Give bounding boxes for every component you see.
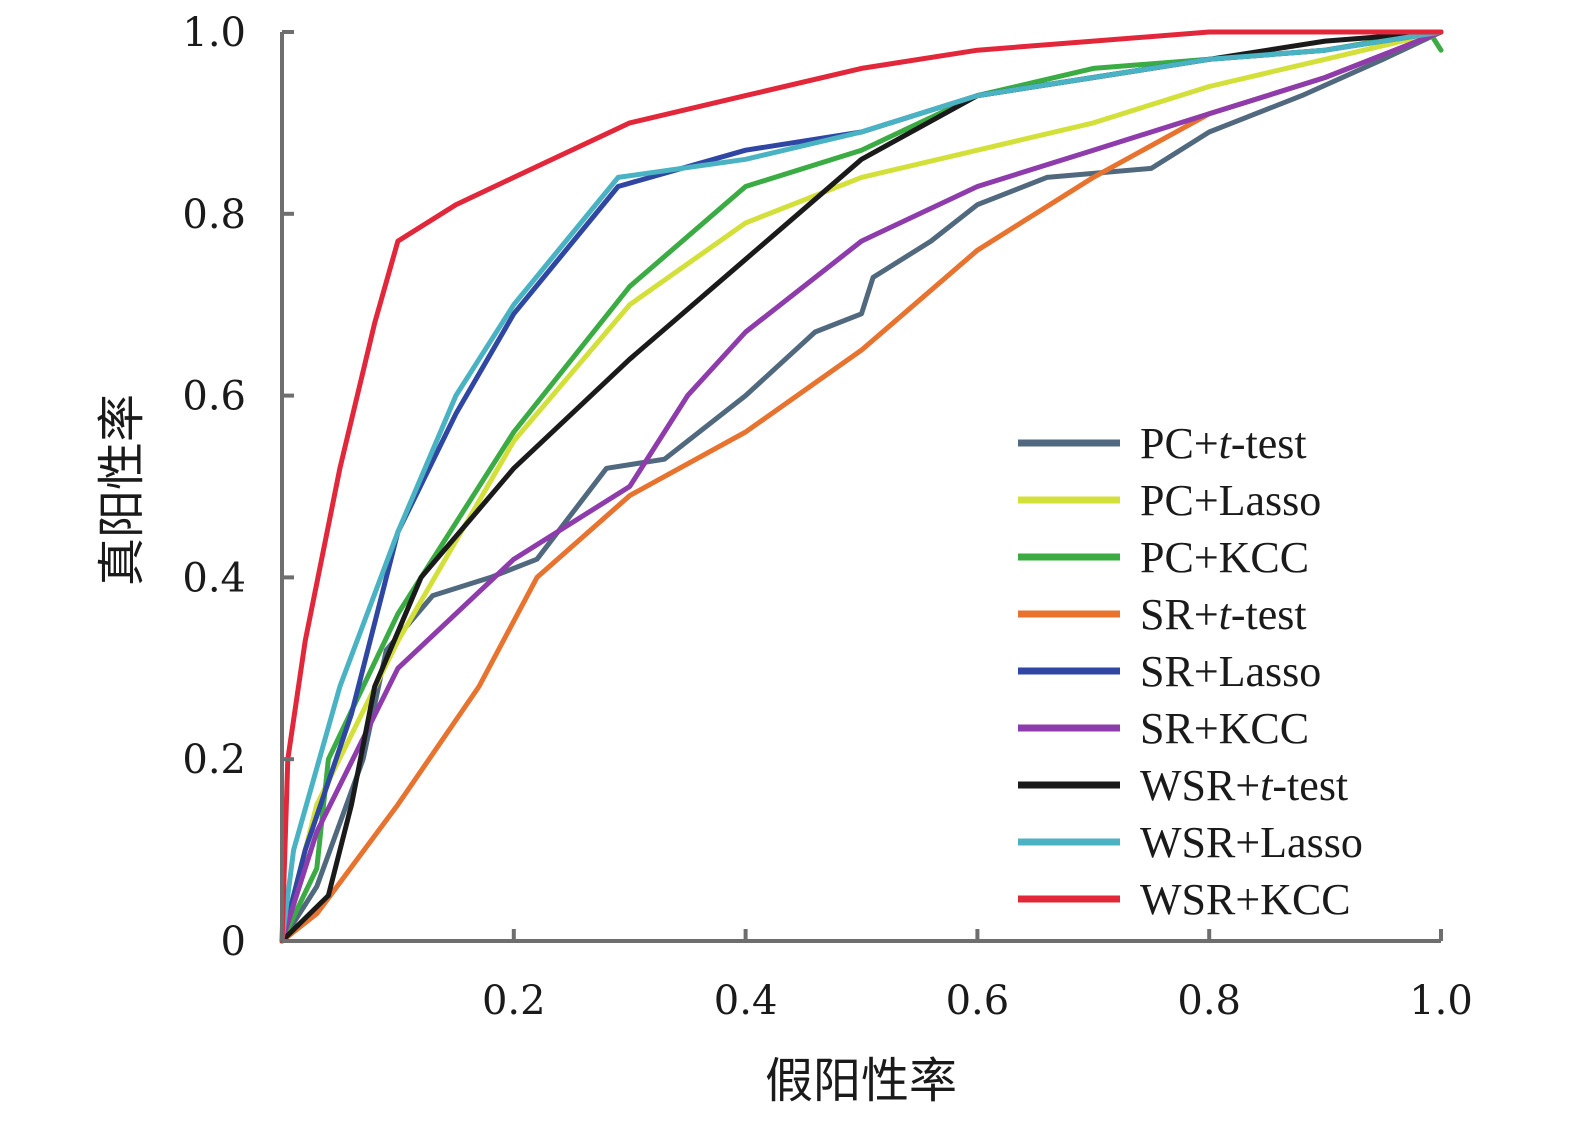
legend-label: SR+t-test (1140, 590, 1307, 639)
legend: PC+t-testPC+LassoPC+KCCSR+t-testSR+Lasso… (1018, 419, 1363, 924)
legend-label-main: PC+Lasso (1140, 476, 1321, 525)
x-tick-label: 0.8 (1177, 978, 1241, 1024)
legend-label: PC+t-test (1140, 419, 1307, 468)
legend-label-italic: t (1219, 590, 1233, 639)
plot-lines (279, 29, 1444, 944)
y-tick-label: 0.6 (182, 374, 246, 420)
legend-label-main: SR+Lasso (1140, 647, 1321, 696)
x-tick-label: 0.2 (482, 978, 546, 1024)
y-tick-label: 0.4 (182, 555, 246, 601)
legend-label-main: PC+ (1140, 419, 1219, 468)
legend-label: SR+Lasso (1140, 647, 1321, 696)
x-tick-label: 0.4 (714, 978, 778, 1024)
legend-label: PC+KCC (1140, 533, 1309, 582)
y-tick-label: 0.8 (182, 192, 246, 238)
legend-label-main: SR+KCC (1140, 704, 1309, 753)
x-tick-label: 1.0 (1409, 978, 1473, 1024)
y-axis-title: 真阳性率 (94, 394, 150, 586)
y-tick-label: 1.0 (182, 10, 246, 56)
x-tick-label: 0.6 (946, 978, 1010, 1024)
y-tick-label: 0 (221, 919, 246, 965)
legend-label: WSR+Lasso (1140, 818, 1363, 867)
legend-label-rest: -test (1272, 761, 1348, 810)
x-ticks: 0.2 0.4 0.6 0.8 1.0 (482, 929, 1473, 1024)
legend-label-main: PC+KCC (1140, 533, 1309, 582)
legend-label-rest: -test (1231, 419, 1307, 468)
legend-label-main: WSR+KCC (1140, 875, 1351, 924)
legend-label: WSR+KCC (1140, 875, 1351, 924)
legend-label-italic: t (1260, 761, 1274, 810)
legend-label-main: WSR+ (1140, 761, 1260, 810)
series-line-sr-kcc (279, 29, 1444, 944)
legend-label: SR+KCC (1140, 704, 1309, 753)
legend-label-italic: t (1219, 419, 1233, 468)
series-line-wsr-kcc (279, 29, 1444, 944)
legend-label-main: SR+ (1140, 590, 1219, 639)
axes (280, 32, 1441, 943)
legend-label: PC+Lasso (1140, 476, 1321, 525)
y-tick-label: 0.2 (182, 737, 246, 783)
y-ticks: 0 0.2 0.4 0.6 0.8 1.0 (182, 10, 294, 965)
legend-label: WSR+t-test (1140, 761, 1348, 810)
legend-label-rest: -test (1231, 590, 1307, 639)
series-line-wsr-lasso (279, 29, 1444, 944)
x-axis-title: 假阳性率 (765, 1053, 957, 1109)
legend-label-main: WSR+Lasso (1140, 818, 1363, 867)
